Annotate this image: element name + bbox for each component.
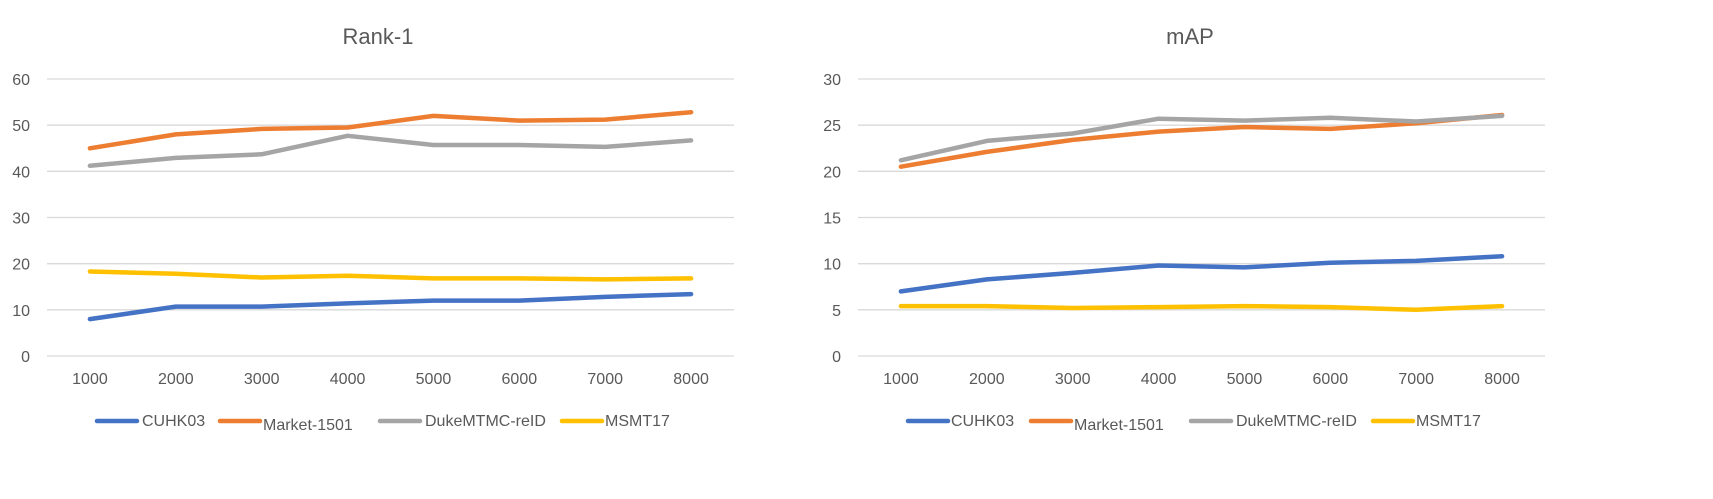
legend-label: Market-1501: [1074, 417, 1164, 434]
chart-1: Rank-1 0 10 20 30 40 50 60 1000 2000 3000 4000 5000 6…: [12, 24, 734, 434]
x-tick-label: 4000: [330, 371, 366, 388]
chart-title: mAP: [1166, 24, 1214, 49]
x-tick-label: 5000: [416, 371, 452, 388]
y-tick-label: 25: [823, 118, 841, 135]
x-tick-label: 3000: [244, 371, 280, 388]
y-tick-label: 40: [12, 164, 30, 181]
legend-label: DukeMTMC-reID: [1236, 413, 1357, 430]
x-tick-label: 2000: [158, 371, 194, 388]
x-tick-label: 8000: [673, 371, 709, 388]
x-tick-label: 1000: [72, 371, 108, 388]
legend: CUHK03 Market-1501 DukeMTMC-reID MSMT17: [905, 413, 1481, 434]
legend-label: CUHK03: [951, 413, 1014, 430]
legend-label: Market-1501: [263, 417, 353, 434]
x-tick-label: 4000: [1141, 371, 1177, 388]
legend: CUHK03 Market-1501 DukeMTMC-reID MSMT17: [94, 413, 670, 434]
y-tick-label: 15: [823, 211, 841, 228]
series-line-cuhk03: [898, 254, 1505, 294]
legend-label: MSMT17: [605, 413, 670, 430]
y-tick-label: 20: [823, 164, 841, 181]
series-line-dukemtmc-reid: [898, 113, 1505, 163]
series-line-cuhk03: [87, 291, 694, 322]
x-tick-label: 5000: [1227, 371, 1263, 388]
series-line-msmt17: [87, 269, 694, 282]
y-tick-label: 0: [832, 349, 841, 366]
y-tick-label: 10: [823, 257, 841, 274]
series-line-market-1501: [898, 112, 1505, 169]
x-tick-label: 3000: [1055, 371, 1091, 388]
chart-title: Rank-1: [343, 24, 414, 49]
x-tick-label: 7000: [1398, 371, 1434, 388]
legend-label: DukeMTMC-reID: [425, 413, 546, 430]
x-tick-label: 6000: [502, 371, 538, 388]
x-tick-label: 7000: [587, 371, 623, 388]
series-line-dukemtmc-reid: [87, 133, 694, 169]
legend-label: MSMT17: [1416, 413, 1481, 430]
chart-2: mAP 0 5 10 15 20 25 30 1000 2000 3000 4000 5000 6000 7…: [823, 24, 1545, 434]
y-tick-label: 30: [823, 72, 841, 89]
legend-label: CUHK03: [142, 413, 205, 430]
x-tick-label: 8000: [1484, 371, 1520, 388]
y-tick-label: 10: [12, 303, 30, 320]
x-tick-label: 2000: [969, 371, 1005, 388]
y-tick-label: 5: [832, 303, 841, 320]
y-tick-label: 50: [12, 118, 30, 135]
y-tick-label: 0: [21, 349, 30, 366]
y-tick-label: 60: [12, 72, 30, 89]
y-tick-label: 20: [12, 257, 30, 274]
y-tick-label: 30: [12, 211, 30, 228]
x-tick-label: 6000: [1313, 371, 1349, 388]
series-line-msmt17: [898, 303, 1505, 313]
x-tick-label: 1000: [883, 371, 919, 388]
series-line-market-1501: [87, 109, 694, 151]
